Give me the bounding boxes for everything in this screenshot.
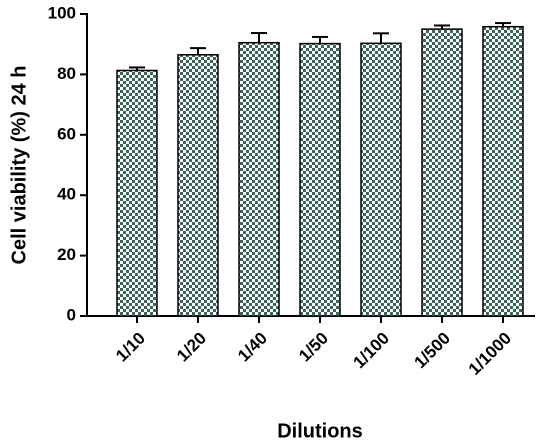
- error-bar: [190, 47, 206, 55]
- y-tick-label: 40: [57, 185, 76, 204]
- y-tick-label: 0: [67, 305, 76, 324]
- x-tick-label: 1/10: [112, 329, 149, 366]
- error-bar: [434, 24, 450, 30]
- x-tick-label: 1/1000: [465, 329, 515, 379]
- bar: [299, 42, 341, 317]
- bar: [116, 69, 158, 317]
- y-tick-label: 80: [57, 64, 76, 83]
- x-axis-label: Dilutions: [277, 420, 363, 442]
- x-tick-label: 1/100: [349, 329, 393, 373]
- bar: [482, 25, 524, 317]
- x-tick-label: 1/500: [410, 329, 454, 373]
- x-tick-label: 1/20: [173, 329, 210, 366]
- error-bar: [129, 66, 145, 71]
- x-tick-label: 1/40: [234, 329, 271, 366]
- y-tick-label: 20: [57, 245, 76, 264]
- y-axis-label: Cell viability (%) 24 h: [8, 66, 30, 265]
- bar: [238, 41, 280, 317]
- error-bar: [495, 22, 511, 27]
- y-tick-label: 100: [48, 3, 76, 22]
- bar: [177, 54, 219, 317]
- y-tick-label: 60: [57, 124, 76, 143]
- bar: [360, 42, 402, 317]
- error-bar: [312, 35, 328, 44]
- x-tick-label: 1/50: [295, 329, 332, 366]
- error-bar: [251, 32, 267, 43]
- bar: [421, 28, 463, 317]
- error-bar: [373, 32, 389, 44]
